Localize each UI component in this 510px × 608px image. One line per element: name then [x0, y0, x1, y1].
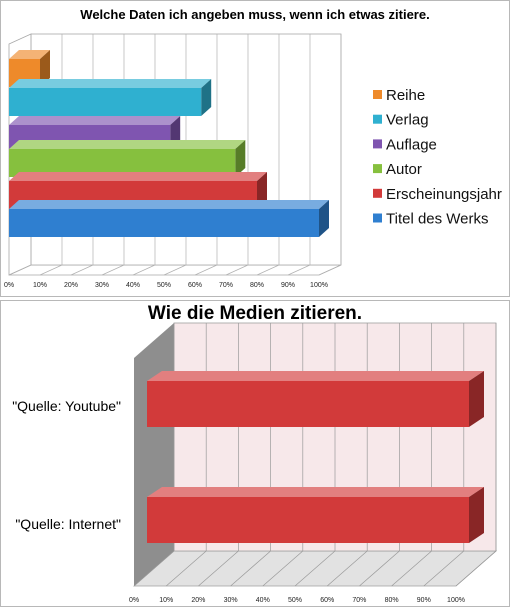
chart-2-side-wall	[134, 323, 174, 586]
chart-1-x-tick: 0%	[4, 282, 14, 289]
chart-1-x-tick: 40%	[126, 282, 140, 289]
chart-1-x-tick: 80%	[250, 282, 264, 289]
chart-1-bar-verlag	[9, 79, 212, 116]
chart-2-x-ticks: 0% 10% 20% 30% 40% 50% 60% 70% 80% 90% 100%	[129, 597, 465, 604]
chart-1-x-tick: 100%	[310, 282, 328, 289]
chart-panel-1: Welche Daten ich angeben muss, wenn ich …	[0, 0, 510, 297]
chart-2-x-tick: 80%	[385, 597, 399, 604]
chart-2-x-tick: 20%	[191, 597, 205, 604]
legend-label-reihe: Reihe	[386, 87, 425, 104]
chart-panel-2: Wie die Medien zitieren. 0% 10% 20% 30% 40% 5…	[0, 300, 510, 607]
chart-2-title: Wie die Medien zitieren.	[147, 303, 363, 324]
chart-2-x-tick: 30%	[224, 597, 238, 604]
chart-2-x-tick: 100%	[447, 597, 465, 604]
chart-1-x-ticks: 0% 10% 20% 30% 40% 50% 60% 70% 80% 90% 100%	[4, 282, 328, 289]
chart-1-bar-autor	[9, 140, 246, 177]
chart-1-x-tick: 30%	[95, 282, 109, 289]
chart-1-x-tick: 70%	[219, 282, 233, 289]
chart-2-x-tick: 10%	[159, 597, 173, 604]
chart-2-x-tick: 60%	[320, 597, 334, 604]
legend-swatch-titel-des-werks	[373, 213, 382, 223]
legend-swatch-verlag	[373, 114, 382, 124]
chart-1-x-tick: 90%	[281, 282, 295, 289]
chart-1-title: Welche Daten ich angeben muss, wenn ich …	[80, 7, 430, 22]
chart-2-x-tick: 90%	[417, 597, 431, 604]
chart-2-x-tick: 40%	[256, 597, 270, 604]
chart-2-x-tick: 50%	[288, 597, 302, 604]
legend-label-auflage: Auflage	[386, 136, 437, 153]
chart-1-x-tick: 10%	[33, 282, 47, 289]
legend-swatch-reihe	[373, 90, 382, 99]
legend-label-erscheinungsjahr: Erscheinungsjahr	[386, 186, 502, 203]
chart-1-bar-titel-des-werks	[9, 200, 329, 237]
legend-label-verlag: Verlag	[386, 112, 429, 129]
legend-swatch-auflage	[373, 139, 382, 149]
legend-label-titel-des-werks: Titel des Werks	[386, 211, 489, 228]
chart-1-plot: 0% 10% 20% 30% 40% 50% 60% 70% 80% 90% 100% Reihe Ve…	[4, 33, 502, 289]
chart-1-x-tick: 50%	[157, 282, 171, 289]
chart-2-category-label: "Quelle: Youtube"	[12, 398, 121, 414]
legend-label-autor: Autor	[386, 161, 422, 178]
chart-2-x-tick: 0%	[129, 597, 139, 604]
chart-2-bar-youtube	[147, 371, 484, 427]
chart-1-x-tick: 60%	[188, 282, 202, 289]
chart-2-x-tick: 70%	[352, 597, 366, 604]
chart-2-bar-internet	[147, 487, 484, 543]
chart-1-x-tick: 20%	[64, 282, 78, 289]
legend-swatch-erscheinungsjahr	[373, 188, 382, 198]
chart-2-category-label: "Quelle: Internet"	[15, 516, 121, 532]
chart-1-legend: Reihe Verlag Auflage Autor Erscheinungsjahr T…	[373, 87, 502, 228]
chart-2-plot: 0% 10% 20% 30% 40% 50% 60% 70% 80% 90% 100% "Quelle…	[12, 322, 498, 604]
legend-swatch-autor	[373, 164, 382, 174]
